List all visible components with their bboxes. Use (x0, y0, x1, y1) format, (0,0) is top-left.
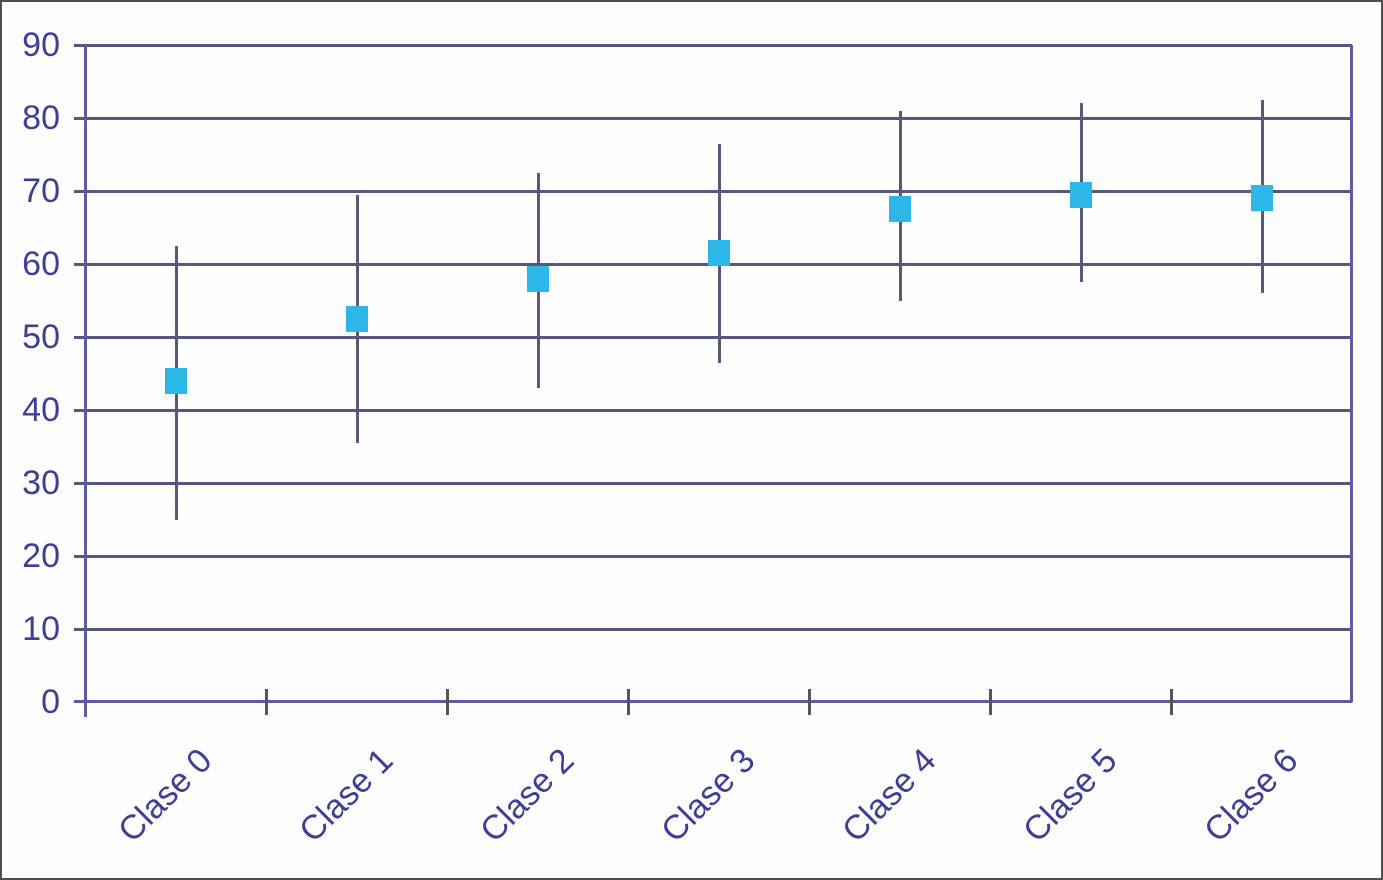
y-axis-line (84, 45, 87, 717)
x-axis-tick (989, 689, 992, 715)
y-axis-tick-label: 40 (22, 391, 60, 429)
y-axis-tick-label: 20 (22, 537, 60, 575)
y-axis-tick-label: 50 (22, 318, 60, 356)
gridline (74, 555, 1352, 558)
x-axis-category-label: Clase 6 (1196, 741, 1306, 850)
data-point-marker (346, 306, 368, 332)
x-axis-category-label: Clase 3 (653, 741, 763, 850)
x-axis-tick (808, 689, 811, 715)
y-axis-tick-label: 10 (22, 610, 60, 648)
plot-area (74, 44, 1353, 717)
gridline (74, 44, 1352, 47)
y-axis-tick-label: 70 (22, 172, 60, 210)
x-axis-tick (265, 689, 268, 715)
gridline (74, 628, 1352, 631)
plot-right-border (1350, 45, 1353, 702)
gridline (74, 190, 1352, 193)
x-axis-category-label: Clase 2 (472, 741, 582, 850)
x-axis-line (74, 700, 1352, 703)
y-axis-tick-label: 30 (22, 464, 60, 502)
data-point-marker (165, 368, 187, 394)
gridline (74, 336, 1352, 339)
data-point-marker (527, 266, 549, 292)
y-axis-tick-label: 0 (41, 683, 60, 721)
y-axis-tick-label: 90 (22, 26, 60, 64)
x-axis-category-label: Clase 4 (834, 741, 944, 850)
gridline (74, 117, 1352, 120)
gridline (74, 409, 1352, 412)
x-axis-category-label: Clase 1 (291, 741, 401, 850)
data-point-marker (1251, 185, 1273, 211)
x-axis-tick (446, 689, 449, 715)
data-point-marker (889, 196, 911, 222)
data-point-marker (1070, 182, 1092, 208)
y-axis-tick-label: 80 (22, 99, 60, 137)
x-axis-tick (627, 689, 630, 715)
x-axis-category-label: Clase 0 (110, 741, 220, 850)
x-axis-tick (1170, 689, 1173, 715)
gridline (74, 482, 1352, 485)
y-axis-tick-label: 60 (22, 245, 60, 283)
x-axis-category-label: Clase 5 (1015, 741, 1125, 850)
data-point-marker (708, 240, 730, 266)
